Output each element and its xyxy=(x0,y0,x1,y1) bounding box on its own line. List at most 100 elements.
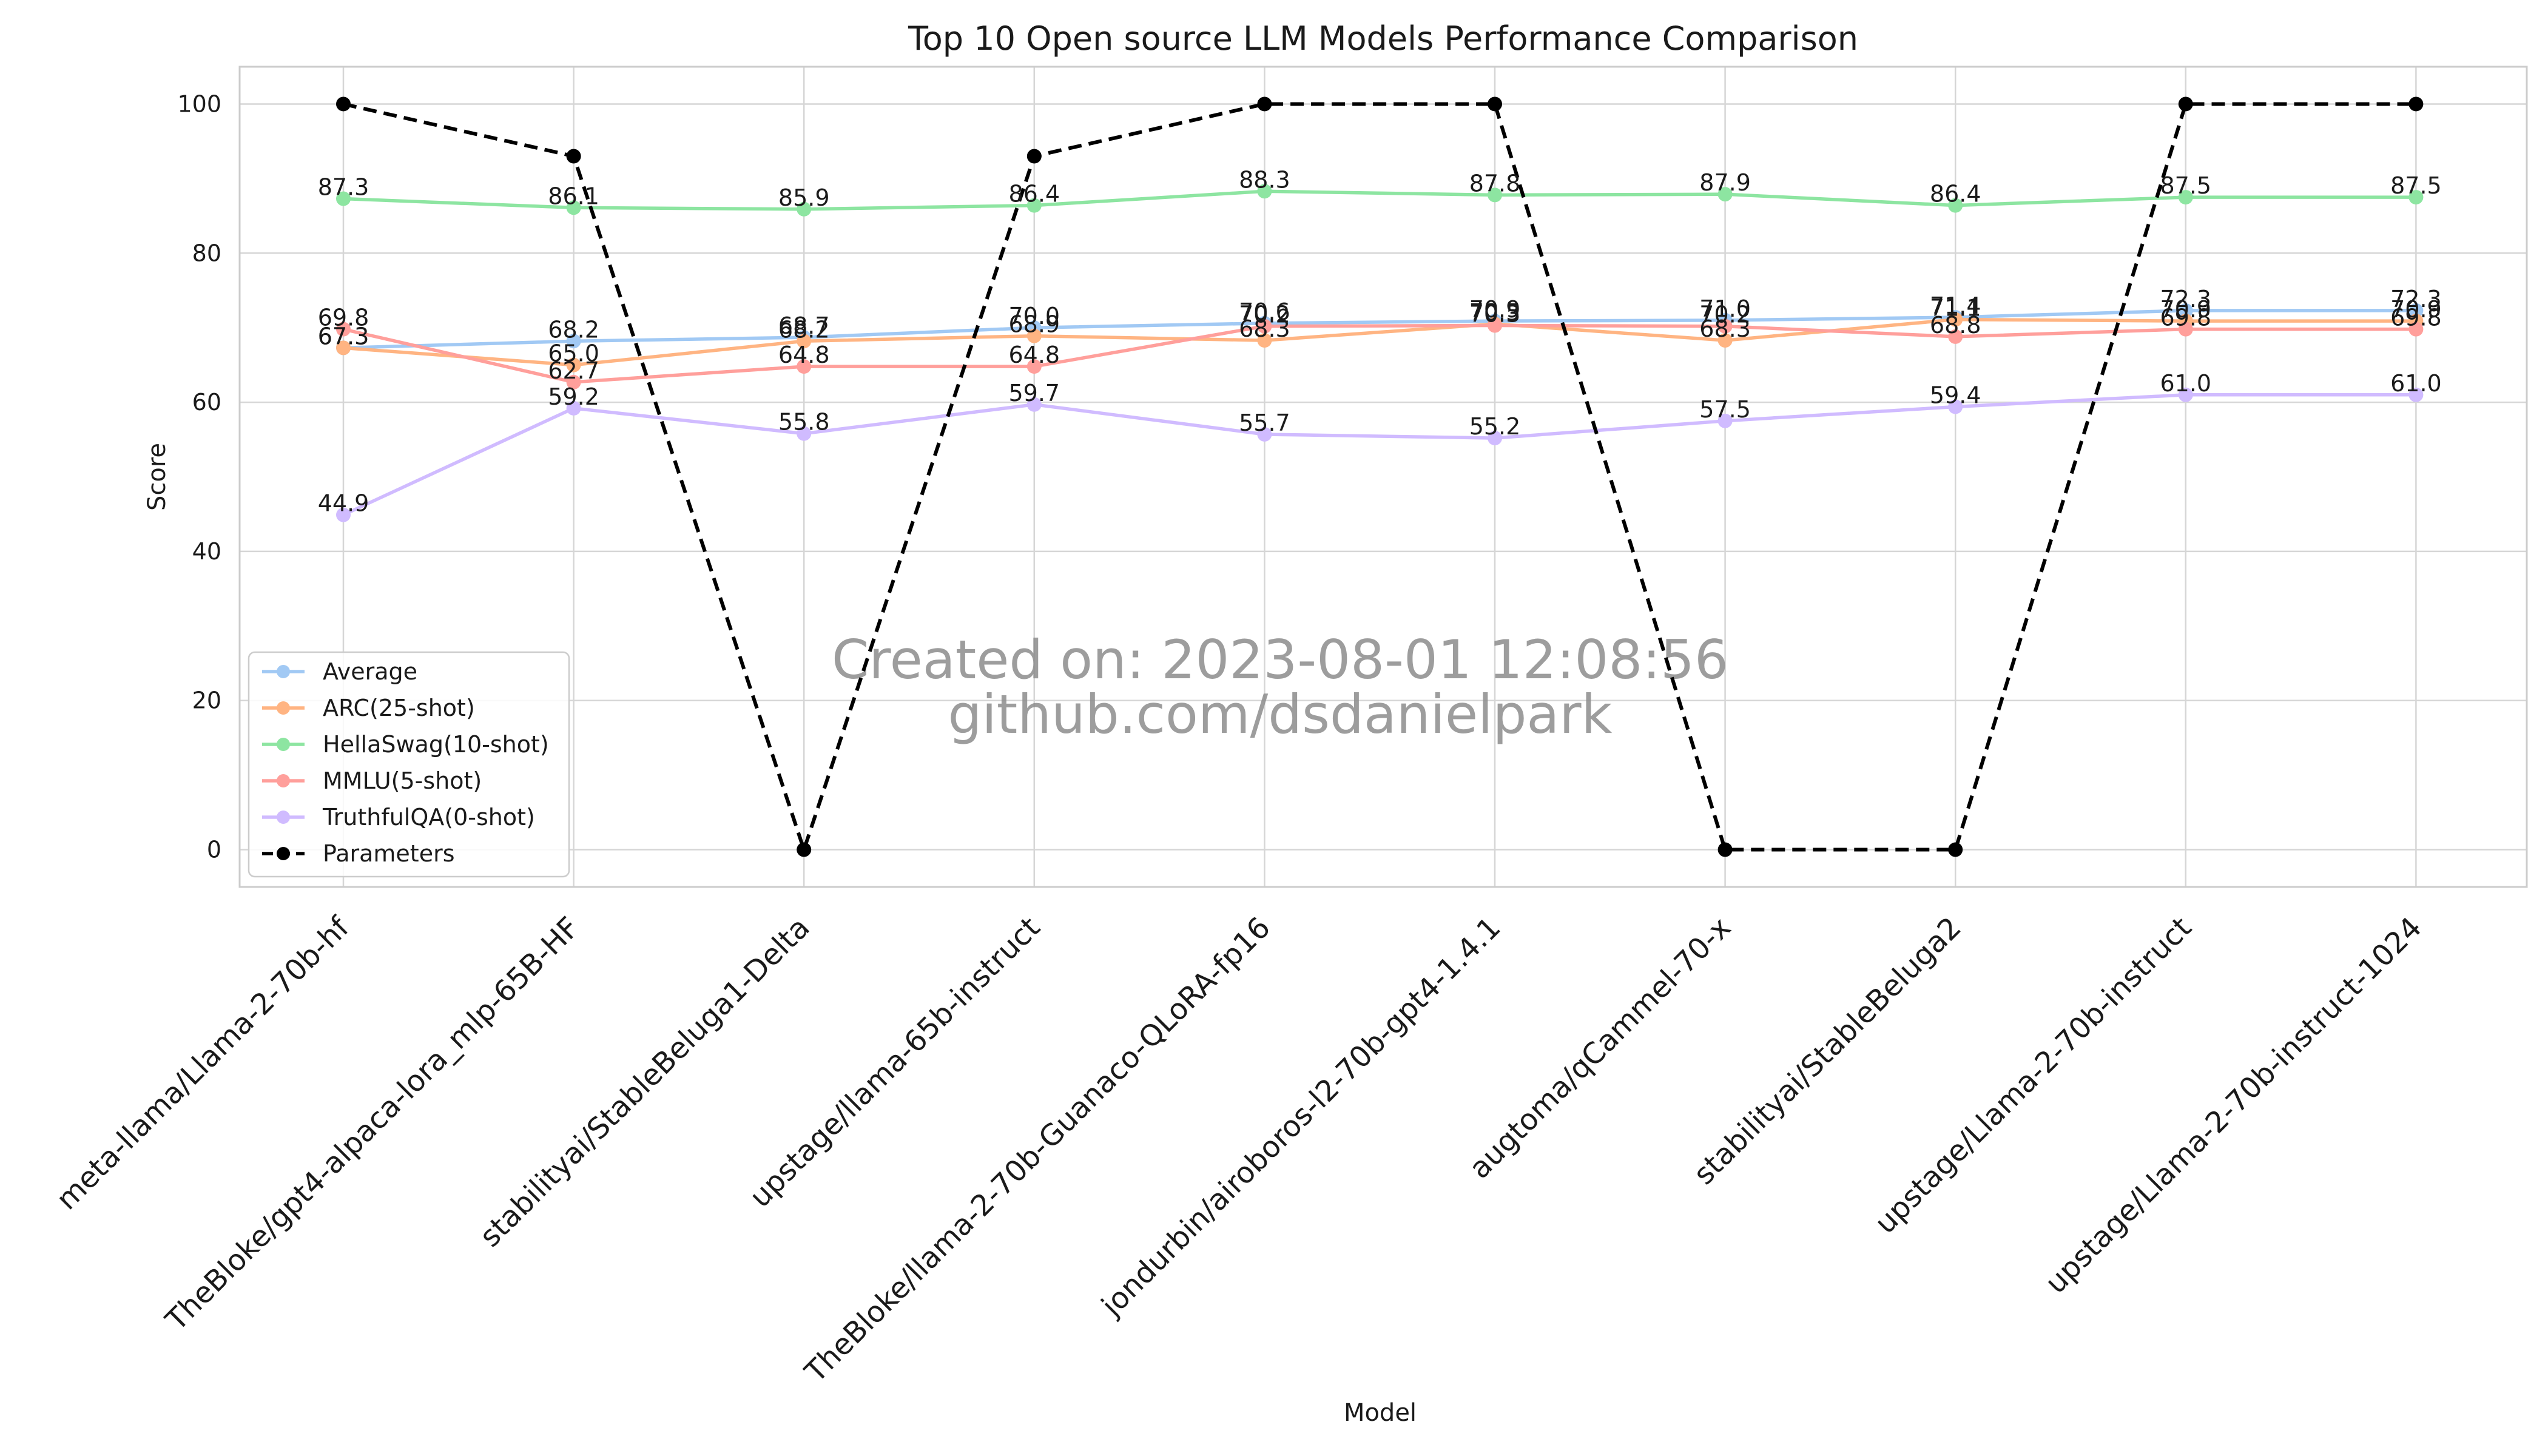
data-label-truthfulqa-0-shot: 55.2 xyxy=(1469,413,1521,440)
legend-marker-hellaswag-10-shot xyxy=(277,738,290,751)
data-point-hellaswag-10-shot xyxy=(1948,198,1963,213)
data-point-hellaswag-10-shot xyxy=(1026,198,1042,213)
data-point-hellaswag-10-shot xyxy=(2178,190,2193,205)
data-point-mmlu-5-shot xyxy=(336,322,351,337)
y-tick-label: 20 xyxy=(192,687,221,714)
data-point-mmlu-5-shot xyxy=(1717,318,1733,334)
data-point-parameters xyxy=(1488,96,1502,112)
data-label-truthfulqa-0-shot: 55.8 xyxy=(778,409,830,436)
data-point-parameters xyxy=(336,96,351,112)
data-label-truthfulqa-0-shot: 59.4 xyxy=(1930,382,1981,408)
data-label-truthfulqa-0-shot: 59.7 xyxy=(1008,380,1060,406)
legend-label-hellaswag-10-shot: HellaSwag(10-shot) xyxy=(323,731,549,758)
data-point-mmlu-5-shot xyxy=(1026,359,1042,374)
data-label-arc-25-shot: 65.0 xyxy=(548,340,599,367)
data-point-truthfulqa-0-shot xyxy=(1948,399,1963,414)
series-line-hellaswag-10-shot xyxy=(343,189,2416,211)
legend-label-average: Average xyxy=(323,658,417,685)
data-label-arc-25-shot: 70.5 xyxy=(1469,299,1521,326)
data-point-mmlu-5-shot xyxy=(566,374,581,389)
data-point-parameters xyxy=(1717,842,1733,857)
legend-marker-average xyxy=(277,665,290,678)
data-label-hellaswag-10-shot: 87.8 xyxy=(1469,170,1521,197)
data-point-hellaswag-10-shot xyxy=(2408,190,2424,205)
data-label-average: 72.3 xyxy=(2390,286,2442,312)
data-label-truthfulqa-0-shot: 55.7 xyxy=(1239,410,1290,436)
data-point-arc-25-shot xyxy=(566,357,581,372)
data-point-truthfulqa-0-shot xyxy=(797,426,812,441)
data-label-hellaswag-10-shot: 88.3 xyxy=(1239,166,1290,193)
data-point-arc-25-shot xyxy=(1026,328,1042,343)
data-point-parameters xyxy=(2408,96,2424,112)
data-point-hellaswag-10-shot xyxy=(1488,187,1502,203)
data-point-parameters xyxy=(1257,96,1272,112)
data-label-arc-25-shot: 68.9 xyxy=(1008,311,1060,338)
data-label-mmlu-5-shot: 69.8 xyxy=(2390,305,2442,331)
data-label-hellaswag-10-shot: 86.4 xyxy=(1008,181,1060,207)
data-point-arc-25-shot xyxy=(797,334,812,349)
data-label-arc-25-shot: 67.3 xyxy=(318,323,369,349)
legend: Average ARC(25-shot) HellaSwag(10-shot) MML… xyxy=(248,651,570,878)
data-label-hellaswag-10-shot: 87.3 xyxy=(318,174,369,201)
data-point-hellaswag-10-shot xyxy=(336,191,351,206)
data-label-hellaswag-10-shot: 86.1 xyxy=(548,183,599,209)
data-point-mmlu-5-shot xyxy=(1948,329,1963,344)
data-point-truthfulqa-0-shot xyxy=(1488,431,1502,446)
data-label-hellaswag-10-shot: 86.4 xyxy=(1930,181,1981,207)
data-label-mmlu-5-shot: 64.8 xyxy=(778,342,830,368)
chart-title: Top 10 Open source LLM Models Performanc… xyxy=(908,19,1858,58)
data-point-arc-25-shot xyxy=(336,340,351,356)
data-label-hellaswag-10-shot: 85.9 xyxy=(778,184,830,211)
data-label-average: 71.0 xyxy=(1699,295,1751,322)
data-point-parameters xyxy=(566,149,581,164)
data-label-hellaswag-10-shot: 87.9 xyxy=(1699,169,1751,196)
legend-box xyxy=(248,651,570,878)
data-label-mmlu-5-shot: 70.2 xyxy=(1239,302,1290,328)
data-label-average: 70.6 xyxy=(1239,298,1290,325)
data-label-mmlu-5-shot: 69.8 xyxy=(318,305,369,331)
y-tick-label: 0 xyxy=(207,837,221,863)
legend-label-arc-25-shot: ARC(25-shot) xyxy=(323,695,475,721)
series-line-truthfulqa-0-shot xyxy=(342,393,2416,517)
data-point-parameters xyxy=(1026,149,1042,164)
data-point-arc-25-shot xyxy=(1948,312,1963,327)
y-tick-label: 80 xyxy=(192,240,221,266)
data-label-mmlu-5-shot: 69.8 xyxy=(2160,305,2211,331)
series xyxy=(336,96,2424,857)
data-label-truthfulqa-0-shot: 61.0 xyxy=(2390,370,2442,397)
data-label-truthfulqa-0-shot: 57.5 xyxy=(1699,396,1751,423)
data-point-parameters xyxy=(2178,96,2193,112)
data-point-mmlu-5-shot xyxy=(1488,318,1502,333)
data-label-arc-25-shot: 70.9 xyxy=(2390,296,2442,323)
legend-marker-parameters xyxy=(277,847,290,860)
data-point-mmlu-5-shot xyxy=(797,359,812,374)
data-label-arc-25-shot: 68.2 xyxy=(778,316,830,343)
series-line-parameters xyxy=(343,102,2416,856)
data-label-average: 68.7 xyxy=(778,312,830,339)
data-label-hellaswag-10-shot: 87.5 xyxy=(2160,172,2211,199)
data-point-truthfulqa-0-shot xyxy=(1257,426,1272,442)
data-point-parameters xyxy=(1948,842,1963,857)
data-point-mmlu-5-shot xyxy=(2178,322,2193,337)
series-line-arc-25-shot xyxy=(343,317,2416,367)
data-label-hellaswag-10-shot: 87.5 xyxy=(2390,172,2442,199)
legend-label-mmlu-5-shot: MMLU(5-shot) xyxy=(323,767,482,794)
y-ticks: 0 20 40 60 80 100 xyxy=(177,90,221,863)
data-point-parameters xyxy=(797,842,812,857)
data-label-mmlu-5-shot: 70.2 xyxy=(1699,302,1751,328)
data-label-average: 71.4 xyxy=(1930,292,1981,319)
watermark-line-github: github.com/dsdanielpark xyxy=(948,683,1612,746)
data-point-average xyxy=(566,334,581,349)
data-label-arc-25-shot: 68.3 xyxy=(1239,315,1290,342)
data-label-mmlu-5-shot: 70.3 xyxy=(1469,300,1521,327)
legend-label-parameters: Parameters xyxy=(323,840,455,867)
data-point-average xyxy=(2408,303,2424,318)
data-label-arc-25-shot: 70.9 xyxy=(2160,296,2211,323)
y-tick-label: 40 xyxy=(192,538,221,565)
watermark: Created on: 2023-08-01 12:08:56 github.c… xyxy=(832,629,1728,746)
data-point-truthfulqa-0-shot xyxy=(2178,387,2193,402)
data-point-average xyxy=(2178,303,2193,318)
legend-marker-arc-25-shot xyxy=(277,701,290,715)
data-point-hellaswag-10-shot xyxy=(797,201,812,217)
